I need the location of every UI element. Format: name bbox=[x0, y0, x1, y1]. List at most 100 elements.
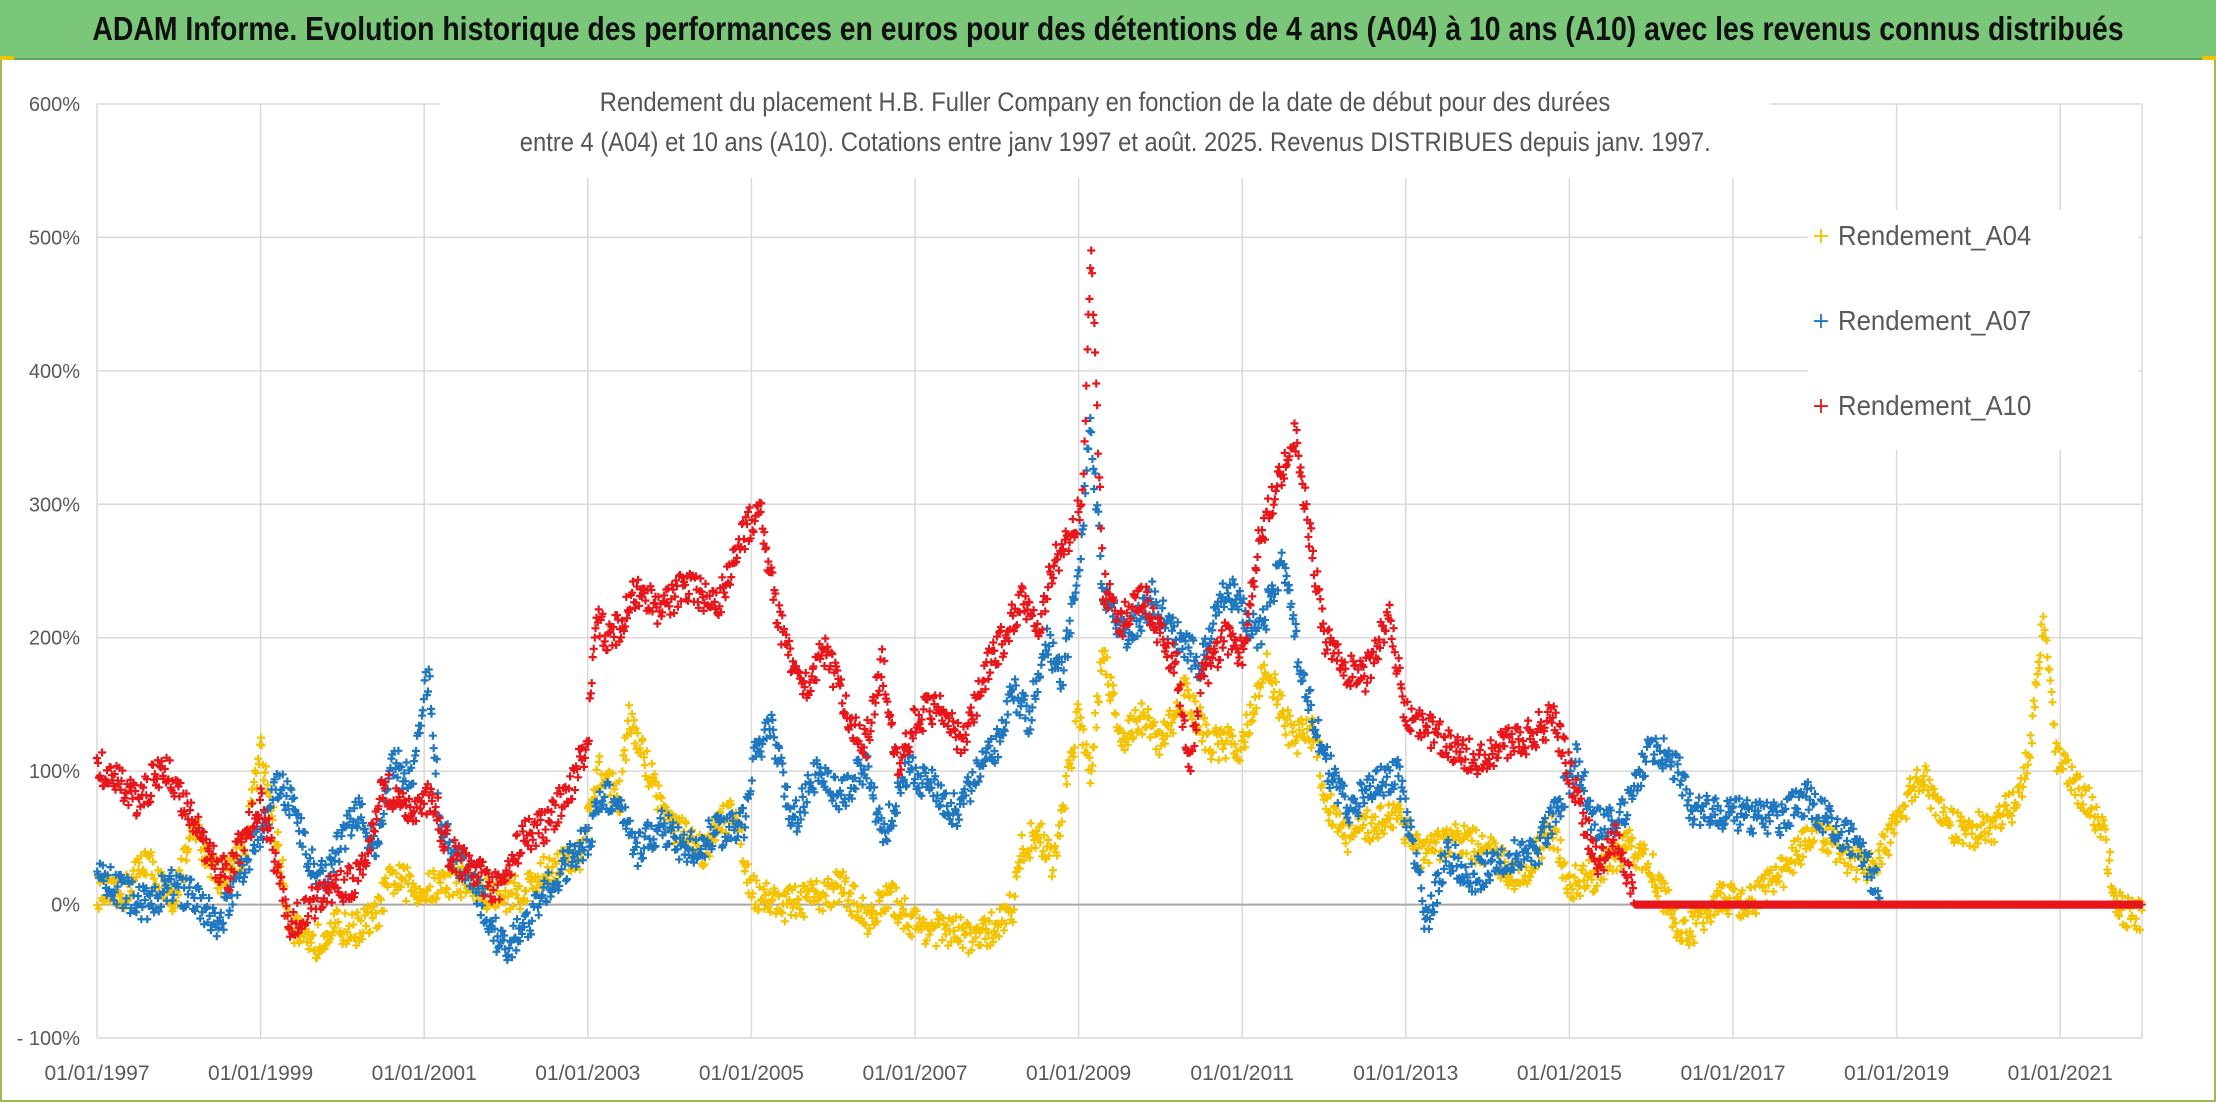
data-point bbox=[99, 876, 108, 885]
data-point bbox=[883, 836, 892, 845]
data-point bbox=[1643, 859, 1652, 868]
data-point bbox=[583, 850, 592, 859]
x-tick-label: 01/01/2013 bbox=[1353, 1062, 1458, 1085]
data-point bbox=[2030, 703, 2039, 712]
data-point bbox=[1771, 862, 1780, 871]
data-point bbox=[1884, 850, 1893, 859]
data-point bbox=[343, 928, 352, 937]
data-point bbox=[1159, 596, 1168, 605]
data-point bbox=[748, 889, 757, 898]
data-point bbox=[1017, 831, 1026, 840]
data-point bbox=[572, 862, 581, 871]
data-point bbox=[626, 729, 635, 738]
data-point bbox=[1738, 886, 1747, 895]
data-point bbox=[578, 856, 587, 865]
data-point bbox=[170, 903, 179, 912]
data-point bbox=[1025, 853, 1034, 862]
data-point bbox=[2013, 800, 2022, 809]
data-point bbox=[478, 884, 487, 893]
data-point bbox=[2019, 763, 2028, 772]
data-point bbox=[1361, 834, 1370, 843]
data-point bbox=[875, 896, 884, 905]
data-point bbox=[106, 863, 115, 872]
data-point bbox=[615, 777, 624, 786]
data-point bbox=[348, 910, 357, 919]
data-point bbox=[1640, 845, 1649, 854]
data-point bbox=[1162, 732, 1171, 741]
data-point bbox=[492, 947, 501, 956]
y-tick-label: - 100% bbox=[17, 1028, 81, 1050]
data-point bbox=[1302, 715, 1311, 724]
data-point bbox=[177, 854, 186, 863]
data-point bbox=[589, 644, 598, 653]
data-point bbox=[538, 891, 547, 900]
data-point bbox=[407, 763, 416, 772]
data-point bbox=[196, 914, 205, 923]
data-point bbox=[1651, 887, 1660, 896]
data-point bbox=[1188, 715, 1197, 724]
data-point bbox=[1727, 880, 1736, 889]
data-point bbox=[1886, 838, 1895, 847]
data-point bbox=[251, 847, 260, 856]
data-point bbox=[1452, 862, 1461, 871]
data-point bbox=[1692, 919, 1701, 928]
data-point bbox=[1145, 713, 1154, 722]
data-point bbox=[574, 847, 583, 856]
data-point bbox=[1085, 426, 1094, 435]
data-point bbox=[1031, 843, 1040, 852]
data-point bbox=[1705, 912, 1714, 921]
data-point bbox=[633, 729, 642, 738]
data-point bbox=[1965, 841, 1974, 850]
data-point bbox=[1218, 744, 1227, 753]
data-point bbox=[910, 706, 919, 715]
data-point bbox=[830, 773, 839, 782]
data-point bbox=[721, 593, 730, 602]
data-point bbox=[128, 877, 137, 886]
data-point bbox=[283, 777, 292, 786]
data-point bbox=[1974, 807, 1983, 816]
data-point bbox=[936, 691, 945, 700]
data-point bbox=[1000, 926, 1009, 935]
data-point bbox=[1272, 700, 1281, 709]
data-point bbox=[1228, 732, 1237, 741]
data-point bbox=[2018, 782, 2027, 791]
data-point bbox=[1200, 714, 1209, 723]
data-point bbox=[1669, 914, 1678, 923]
data-point bbox=[1628, 833, 1637, 842]
data-point bbox=[847, 911, 856, 920]
data-point bbox=[865, 924, 874, 933]
data-point bbox=[285, 810, 294, 819]
data-point bbox=[1093, 692, 1102, 701]
data-point bbox=[1716, 889, 1725, 898]
data-point bbox=[1087, 428, 1096, 437]
data-point bbox=[1568, 885, 1577, 894]
data-point bbox=[443, 885, 452, 894]
data-point bbox=[1793, 834, 1802, 843]
data-point bbox=[857, 914, 866, 923]
data-point bbox=[1474, 840, 1483, 849]
data-point bbox=[490, 924, 499, 933]
data-point bbox=[977, 926, 986, 935]
data-point bbox=[1887, 824, 1896, 833]
y-tick-label: 600% bbox=[29, 94, 80, 116]
data-point bbox=[1796, 841, 1805, 850]
data-point bbox=[1981, 835, 1990, 844]
data-point bbox=[1084, 445, 1093, 454]
data-point bbox=[830, 899, 839, 908]
data-point bbox=[379, 809, 388, 818]
data-point bbox=[1036, 838, 1045, 847]
data-point bbox=[1107, 673, 1116, 682]
data-point bbox=[279, 783, 288, 792]
data-point bbox=[98, 748, 107, 757]
data-point bbox=[791, 882, 800, 891]
data-point bbox=[1571, 861, 1580, 870]
data-point bbox=[1226, 725, 1235, 734]
data-point bbox=[394, 746, 403, 755]
data-point bbox=[2092, 802, 2101, 811]
data-point bbox=[2106, 848, 2115, 857]
data-point bbox=[1570, 873, 1579, 882]
data-point bbox=[198, 891, 207, 900]
data-point bbox=[1124, 716, 1133, 725]
data-point bbox=[796, 888, 805, 897]
data-point bbox=[395, 861, 404, 870]
